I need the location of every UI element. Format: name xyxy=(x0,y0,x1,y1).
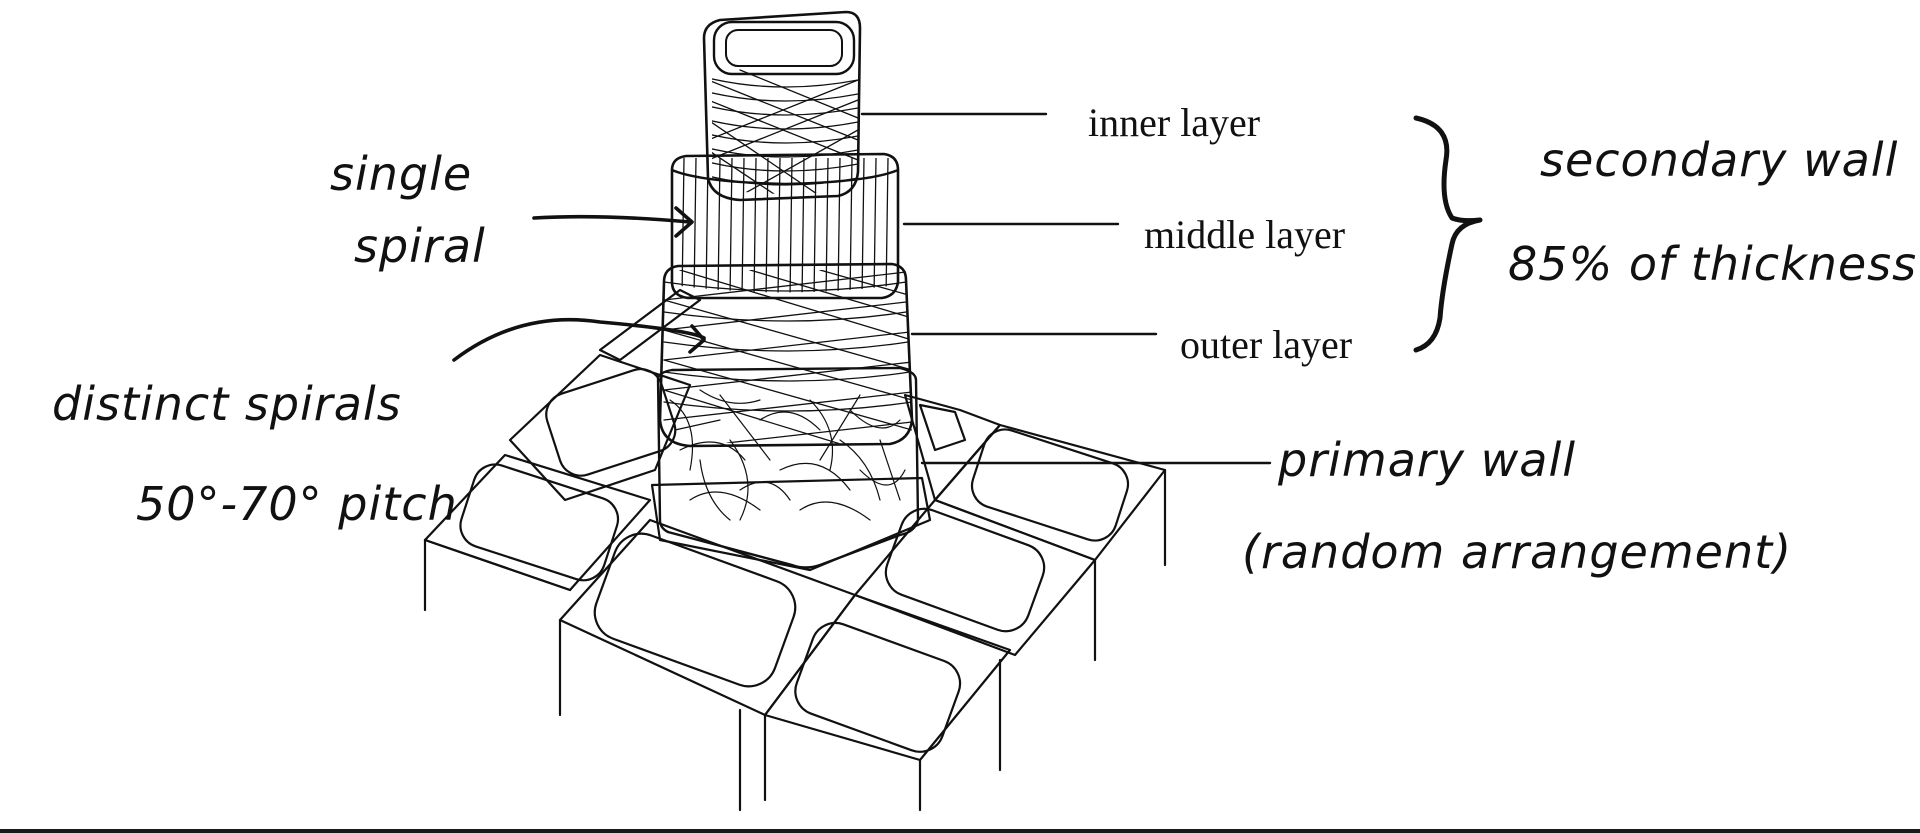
inner-layer-label: inner layer xyxy=(1088,100,1260,145)
primary-wall-arrangement-label: (random arrangement) xyxy=(1242,525,1792,579)
primary-wall-label: primary wall xyxy=(1277,433,1576,487)
single-spiral-arrow xyxy=(532,214,692,224)
outer-layer-label: outer layer xyxy=(1180,322,1352,367)
distinct-spirals-label: distinct spirals xyxy=(52,377,402,431)
middle-layer xyxy=(670,152,900,300)
single-spiral-label-line2: spiral xyxy=(354,219,486,273)
distinct-spirals-arrow xyxy=(452,317,706,362)
primary-wall xyxy=(650,366,932,572)
outer-layer xyxy=(658,262,914,448)
secondary-wall-brace xyxy=(1413,115,1483,353)
inner-layer xyxy=(702,10,862,202)
single-spiral-label-line1: single xyxy=(330,147,472,201)
middle-layer-label: middle layer xyxy=(1144,212,1345,257)
bottom-border xyxy=(0,829,1920,833)
annotation-arrows xyxy=(452,206,706,362)
leader-lines xyxy=(860,112,1272,465)
secondary-wall-label: secondary wall xyxy=(1540,133,1898,187)
secondary-wall-thickness-label: 85% of thickness xyxy=(1508,237,1917,291)
distinct-spirals-pitch-label: 50°-70° pitch xyxy=(136,477,458,531)
